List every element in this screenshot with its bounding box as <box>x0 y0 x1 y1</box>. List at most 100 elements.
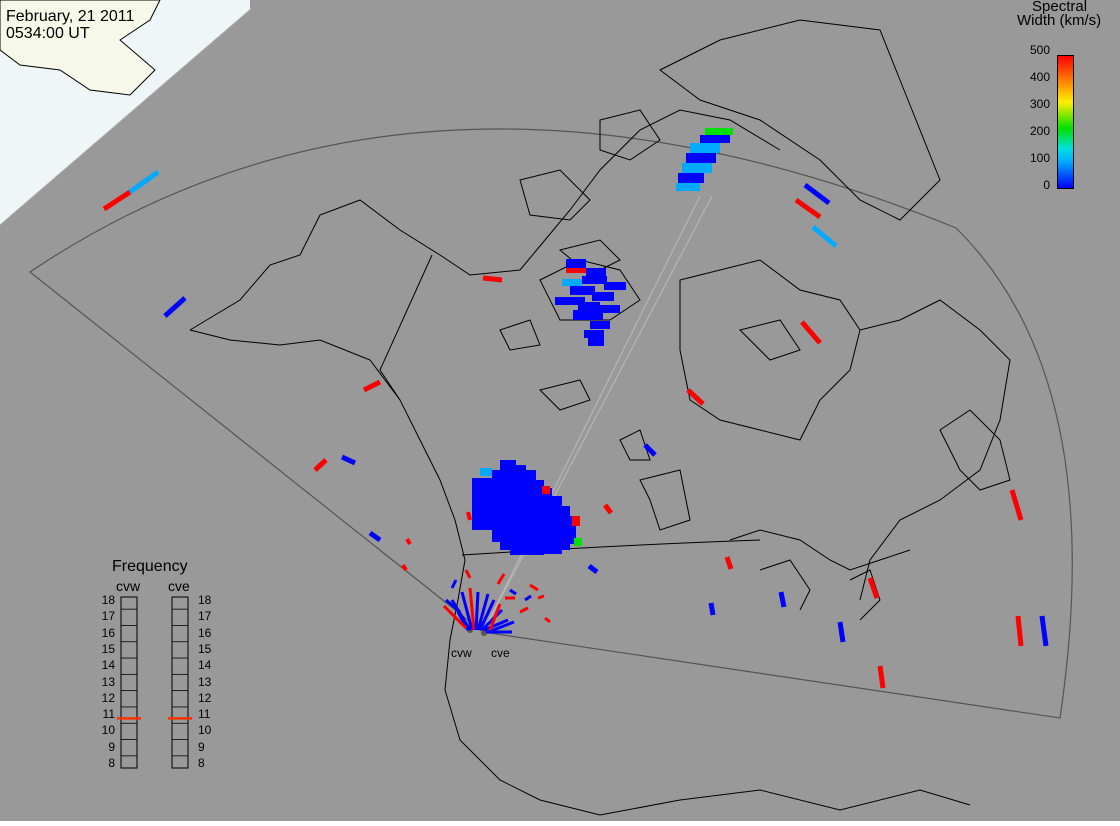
us-canada-border <box>461 539 761 556</box>
echo-cell <box>586 268 606 276</box>
frequency-tick-right: 16 <box>198 625 212 640</box>
frequency-tick-right: 13 <box>198 674 212 689</box>
echo-cell <box>803 183 831 205</box>
echo-cell <box>568 516 576 544</box>
frequency-tick-left: 13 <box>101 674 115 689</box>
echo-cell <box>542 486 550 494</box>
frequency-tick-right: 11 <box>198 707 211 722</box>
echo-cell <box>460 591 474 631</box>
echo-cell <box>480 468 492 476</box>
echo-cell <box>572 516 580 526</box>
colorbar-tick: 300 <box>1029 97 1050 111</box>
frequency-tick-left: 10 <box>101 723 115 738</box>
echo-cell <box>690 143 720 153</box>
echo-cell <box>464 569 472 579</box>
echo-cell <box>472 478 492 530</box>
echo-layer <box>102 128 1049 689</box>
echo-cell <box>476 593 490 631</box>
echo-cell <box>368 530 382 543</box>
frequency-tick-left: 11 <box>102 707 115 722</box>
echo-cell <box>590 321 610 329</box>
echo-cell <box>442 604 468 630</box>
colorbar-tick: 0 <box>1043 178 1050 192</box>
echo-cell <box>566 259 586 269</box>
frequency-columns <box>117 596 192 769</box>
echo-cell <box>529 583 539 592</box>
echo-cell <box>676 183 700 191</box>
frequency-title: Frequency <box>112 558 188 575</box>
echo-cell <box>1015 615 1024 647</box>
coastlines <box>189 19 1011 816</box>
frequency-tick-right: 17 <box>198 609 212 624</box>
echo-cell <box>468 587 476 631</box>
echo-cell <box>682 163 712 173</box>
frequency-tick-right: 9 <box>198 739 205 754</box>
echo-cell <box>700 135 730 143</box>
echo-cell <box>405 537 412 546</box>
echo-cell <box>587 564 599 574</box>
frequency-tick-left: 17 <box>101 609 115 624</box>
echo-cell <box>574 538 582 546</box>
echo-cell <box>837 621 846 643</box>
colorbar-tick: 400 <box>1029 70 1050 84</box>
echo-cell <box>877 665 886 689</box>
echo-cell <box>540 488 552 554</box>
frequency-tick-right: 10 <box>198 723 212 738</box>
colorbar-title-line2: Width (km/s) <box>1017 12 1102 29</box>
alaska-border <box>379 254 433 401</box>
frequency-tick-left: 15 <box>101 641 115 656</box>
echo-cell <box>562 279 582 286</box>
echo-cell <box>678 173 704 183</box>
echo-cell <box>578 302 600 310</box>
echo-cell <box>128 169 160 195</box>
echo-cell <box>544 616 551 624</box>
colorbar-title-line1: Spectral <box>1032 0 1088 15</box>
frequency-column-cve <box>171 596 189 769</box>
frequency-tick-right: 14 <box>198 658 212 673</box>
echo-cell <box>588 338 604 346</box>
echo-cell <box>800 320 822 345</box>
echo-cell <box>643 443 657 457</box>
frequency-column-cvw <box>120 596 138 769</box>
beam-line-1 <box>482 195 701 633</box>
frequency-tick-left: 12 <box>101 690 115 705</box>
echo-cell <box>102 189 132 212</box>
echo-cell <box>401 563 408 572</box>
radar-label-cve: cve <box>491 646 510 660</box>
echo-cell <box>778 591 787 608</box>
echo-cell <box>867 577 880 599</box>
echo-cell <box>163 296 187 318</box>
echo-cell <box>466 511 472 521</box>
echo-cell <box>560 506 570 550</box>
echo-cell <box>519 606 529 614</box>
echo-cell <box>592 292 614 301</box>
echo-cell <box>570 286 595 295</box>
echo-cell <box>480 608 504 632</box>
echo-cell <box>584 330 604 338</box>
echo-cell <box>509 588 517 596</box>
echo-cell <box>705 128 733 135</box>
beam-line-2 <box>482 195 713 633</box>
frequency-tick-right: 15 <box>198 641 212 656</box>
frequency-tick-right: 12 <box>198 690 212 705</box>
radar-site-cve <box>481 630 487 636</box>
time-label: 0534:00 UT <box>6 25 90 42</box>
frequency-tick-left: 16 <box>101 625 115 640</box>
echo-cell <box>478 599 496 631</box>
echo-cell <box>573 310 603 320</box>
frequency-tick-left: 8 <box>108 756 115 770</box>
echo-cell <box>450 579 458 589</box>
echo-cell <box>496 573 506 585</box>
echo-cell <box>488 603 502 631</box>
terminator-line <box>0 7 253 226</box>
frequency-cvw-label: cvw <box>116 578 141 594</box>
radar-label-cvw: cvw <box>451 646 472 660</box>
frequency-tick-left: 9 <box>108 739 115 754</box>
echo-cell <box>537 594 545 600</box>
echo-cell <box>445 598 461 614</box>
date-label: February, 21 2011 <box>6 8 135 25</box>
echo-cell <box>487 620 515 634</box>
echo-cell <box>313 458 328 472</box>
